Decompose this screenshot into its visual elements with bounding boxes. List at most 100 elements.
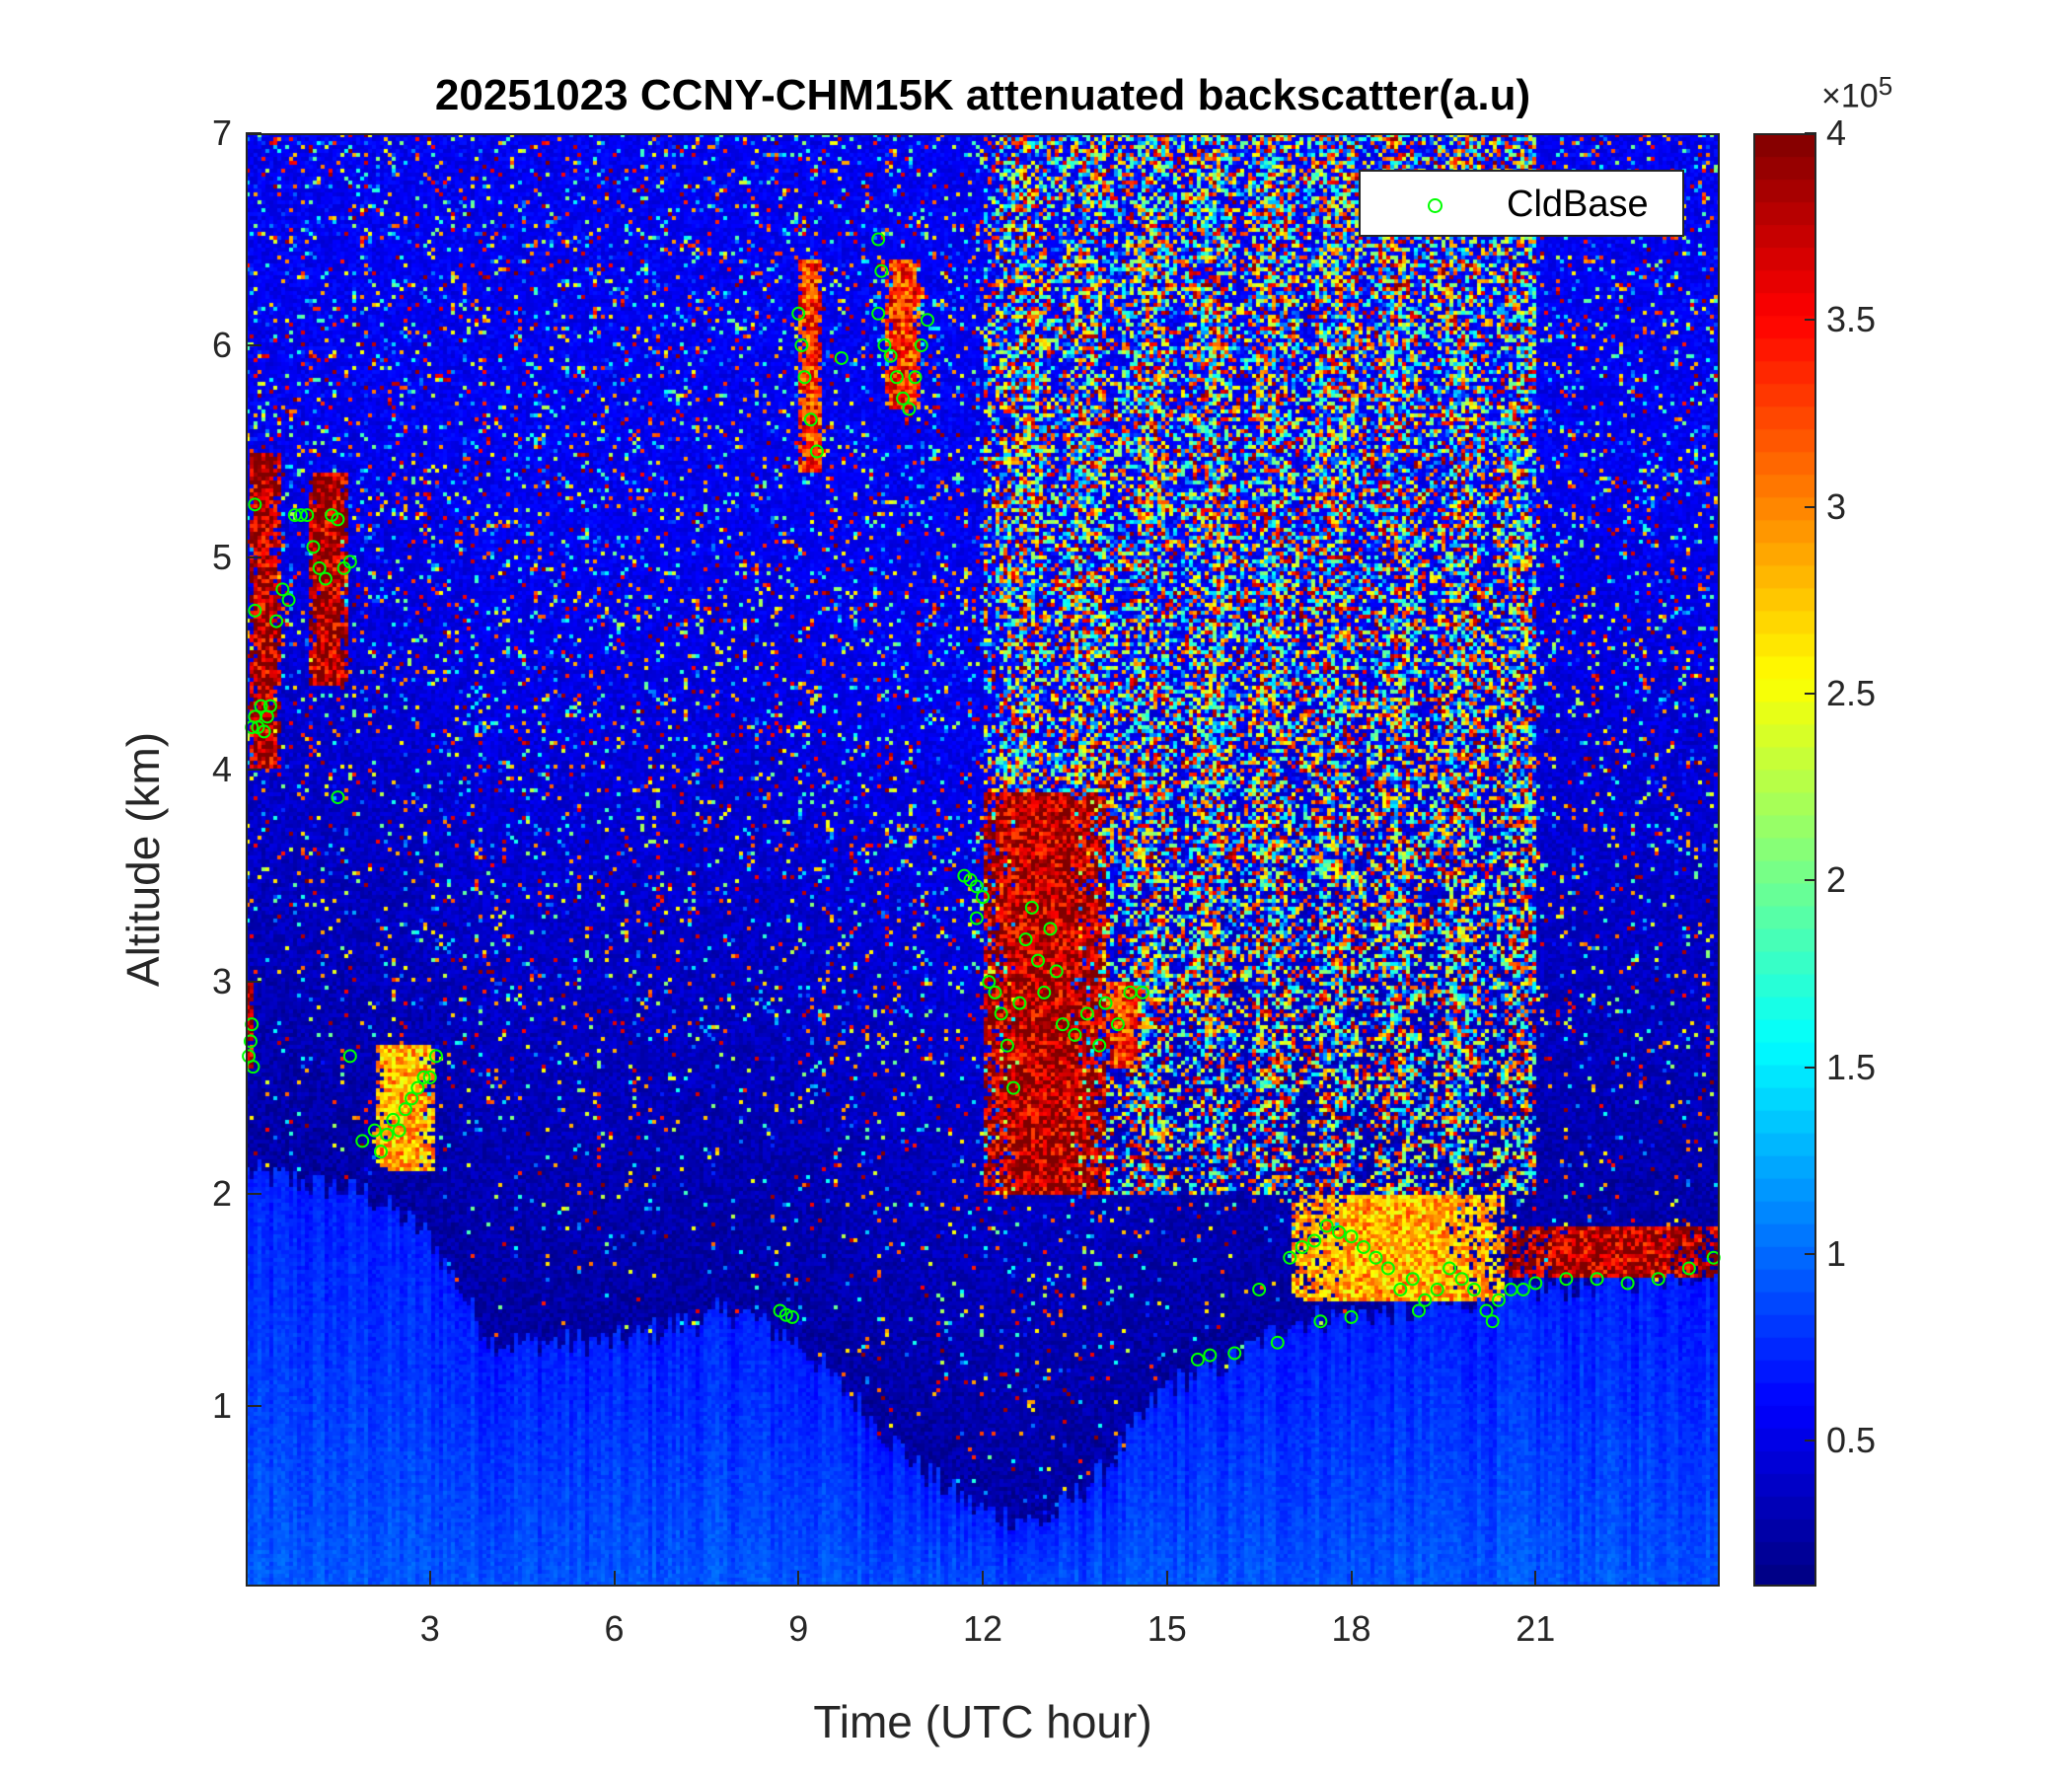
cloud-base-point: [1006, 1080, 1021, 1095]
cloud-base-point: [1559, 1272, 1574, 1287]
cloud-base-point: [902, 402, 917, 416]
x-tick-label: 12: [962, 1608, 1003, 1649]
legend: CldBase: [1359, 170, 1684, 237]
cloud-base-point: [1283, 1250, 1297, 1265]
cloud-base-point: [877, 338, 892, 353]
cloud-base-point: [999, 1038, 1014, 1053]
cloud-base-point: [883, 348, 898, 363]
cloud-base-point: [342, 1049, 357, 1064]
y-tick-mark: [246, 769, 261, 772]
y-tick-mark: [246, 1193, 261, 1196]
x-tick-label: 6: [604, 1608, 625, 1649]
cloud-base-point: [988, 985, 1002, 999]
x-tick-label: 21: [1516, 1608, 1556, 1649]
cloud-base-point: [269, 614, 284, 629]
y-tick-label: 7: [211, 112, 232, 153]
cloud-base-point: [797, 370, 812, 385]
cloud-base-point: [248, 603, 262, 618]
cloud-base-point: [405, 1091, 419, 1106]
cloud-base-point: [254, 699, 268, 713]
y-tick-label: 3: [211, 961, 232, 1002]
y-tick-mark: [246, 1405, 261, 1408]
cloud-base-point: [1307, 1233, 1322, 1248]
colorbar-tick-label: 3: [1826, 485, 1847, 527]
cloud-base-markers: [242, 232, 1721, 1367]
cloud-base-point: [331, 512, 345, 527]
cloud-base-point: [318, 571, 333, 586]
x-axis-label: Time (UTC hour): [813, 1696, 1152, 1747]
cloud-base-point: [976, 890, 990, 905]
cloud-base-point: [1369, 1250, 1383, 1265]
cloud-base-point: [300, 508, 315, 523]
x-tick-mark: [428, 1571, 431, 1587]
cloud-base-point: [422, 1070, 437, 1084]
colorbar-tick-mark: [1805, 692, 1816, 695]
exponent-prefix: ×10: [1821, 77, 1879, 115]
colorbar-tick-mark: [1805, 505, 1816, 508]
x-tick-mark: [1350, 1571, 1353, 1587]
cloud-base-point: [1504, 1282, 1518, 1296]
cloud-base-point: [871, 306, 886, 321]
plot-area: CldBase: [242, 133, 1721, 1587]
y-tick-mark: [246, 981, 261, 984]
cloud-base-point: [1393, 1282, 1408, 1296]
cloud-base-point: [1356, 1239, 1370, 1254]
y-axis-label: Altitude (km): [117, 731, 169, 988]
cloud-base-point: [1332, 1224, 1347, 1239]
cloud-base-point: [373, 1145, 388, 1159]
y-tick-label: 2: [211, 1173, 232, 1215]
colorbar-tick-label: 1.5: [1826, 1046, 1877, 1087]
cloud-base-point: [1098, 996, 1113, 1010]
cloud-base-point: [1651, 1272, 1665, 1287]
cloud-base-point: [1295, 1239, 1309, 1254]
cloud-base-point: [355, 1134, 370, 1148]
cloud-base-point: [1024, 900, 1039, 915]
cloud-base-point: [1528, 1276, 1543, 1291]
x-tick-mark: [1165, 1571, 1168, 1587]
legend-marker-circle-icon: [1428, 198, 1443, 213]
cloud-base-point: [262, 699, 277, 713]
cloud-base-point: [1467, 1282, 1481, 1296]
cloud-base-point: [920, 313, 934, 328]
colorbar-gradient: [1753, 133, 1816, 1587]
cloud-base-point: [246, 1060, 260, 1074]
cloud-base-point: [1344, 1229, 1359, 1244]
y-tick-label: 1: [211, 1385, 232, 1427]
y-tick-mark: [246, 132, 261, 134]
y-tick-label: 4: [211, 749, 232, 790]
cloud-base-point: [809, 444, 824, 459]
cloud-base-point: [342, 555, 357, 569]
cloud-base-point: [1319, 1219, 1334, 1233]
cloud-base-point: [834, 350, 849, 365]
cloud-base-point: [1681, 1261, 1696, 1276]
cloud-base-point: [914, 338, 928, 353]
cloud-base-point: [312, 560, 327, 575]
cloud-base-point: [257, 724, 271, 739]
x-tick-mark: [613, 1571, 616, 1587]
legend-label: CldBase: [1507, 184, 1649, 225]
cloud-base-point: [794, 338, 809, 353]
cloud-base-point: [1012, 996, 1027, 1010]
cloud-base-point: [1252, 1282, 1267, 1296]
cloud-base-point: [428, 1049, 443, 1064]
x-tick-label: 9: [788, 1608, 809, 1649]
cloud-base-point: [1092, 1038, 1107, 1053]
cloud-base-point: [1411, 1303, 1426, 1318]
cloud-base-point: [367, 1123, 382, 1138]
cloud-base-point: [896, 391, 911, 406]
colorbar-tick-mark: [1805, 879, 1816, 882]
cloud-base-point: [294, 508, 309, 523]
y-tick-mark: [246, 556, 261, 559]
cloud-base-point: [1590, 1272, 1604, 1287]
cloud-base-point: [785, 1309, 800, 1324]
colorbar: [1753, 133, 1816, 1587]
y-tick-mark: [246, 344, 261, 347]
colorbar-tick-label: 4: [1826, 112, 1847, 153]
cloud-base-point: [871, 232, 886, 247]
colorbar-tick-label: 3.5: [1826, 299, 1877, 340]
colorbar-tick-mark: [1805, 1252, 1816, 1255]
cloud-base-point: [1110, 1017, 1125, 1032]
cloud-base-point: [1037, 985, 1052, 999]
x-tick-label: 3: [419, 1608, 440, 1649]
cloud-base-point: [1203, 1348, 1218, 1363]
